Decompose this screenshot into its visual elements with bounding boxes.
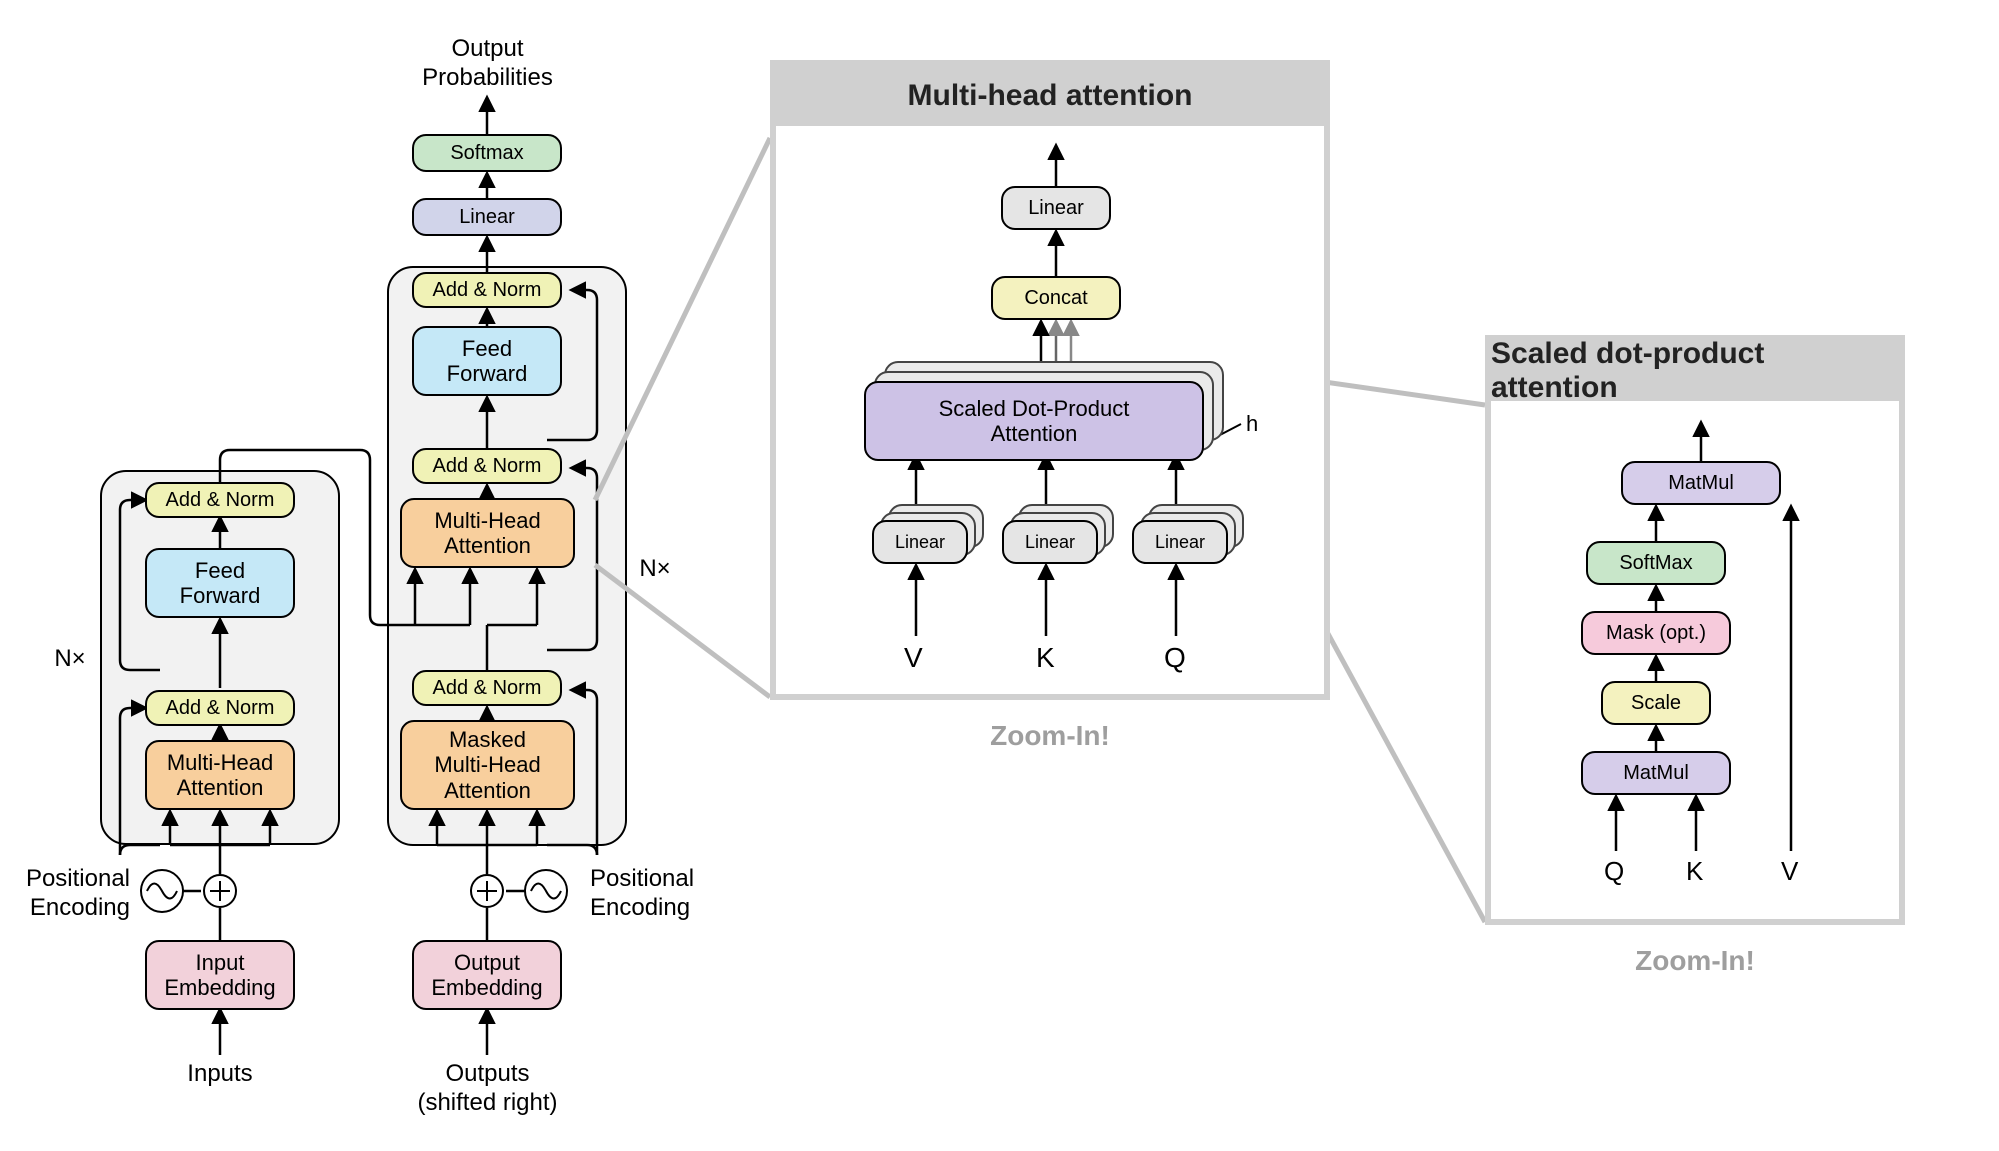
encoder-pos-enc-icon — [140, 869, 184, 913]
mha-label-v: V — [904, 641, 923, 675]
sdp-zoom-label: Zoom-In! — [1485, 945, 1905, 977]
sdp-label-q: Q — [1604, 856, 1624, 887]
mha-zoom-label: Zoom-In! — [770, 720, 1330, 752]
label-nx-decoder: N× — [630, 555, 680, 584]
sdp-matmul-top: MatMul — [1621, 461, 1781, 505]
encoder-mha: Multi-Head Attention — [145, 740, 295, 810]
encoder-addnorm-bottom: Add & Norm — [145, 690, 295, 726]
diagram-stage: Add & Norm Feed Forward Add & Norm Multi… — [0, 0, 1999, 1151]
input-embedding: Input Embedding — [145, 940, 295, 1010]
decoder-addnorm-1: Add & Norm — [412, 670, 562, 706]
top-softmax: Softmax — [412, 134, 562, 172]
encoder-feedforward: Feed Forward — [145, 548, 295, 618]
decoder-pos-add — [470, 874, 504, 908]
label-inputs: Inputs — [170, 1060, 270, 1089]
label-outputs: Outputs (shifted right) — [400, 1060, 575, 1118]
panel-sdp-title: Scaled dot-product attention — [1491, 341, 1899, 401]
sdp-matmul-bottom: MatMul — [1581, 751, 1731, 795]
encoder-pos-add — [203, 874, 237, 908]
output-embedding: Output Embedding — [412, 940, 562, 1010]
decoder-feedforward: Feed Forward — [412, 326, 562, 396]
top-linear: Linear — [412, 198, 562, 236]
sdp-label-v: V — [1781, 856, 1798, 887]
panel-sdp: Scaled dot-product attention MatMul Soft… — [1485, 335, 1905, 925]
mha-label-h: h — [1246, 411, 1258, 437]
label-nx-encoder: N× — [45, 645, 95, 674]
encoder-addnorm-top: Add & Norm — [145, 482, 295, 518]
sdp-scale: Scale — [1601, 681, 1711, 725]
mha-concat: Concat — [991, 276, 1121, 320]
decoder-pos-enc-icon — [524, 869, 568, 913]
label-posenc-right: Positional Encoding — [590, 865, 720, 923]
panel-mha-title: Multi-head attention — [776, 66, 1324, 126]
sdp-softmax: SoftMax — [1586, 541, 1726, 585]
mha-label-q: Q — [1164, 641, 1186, 675]
sdp-mask: Mask (opt.) — [1581, 611, 1731, 655]
decoder-addnorm-2: Add & Norm — [412, 448, 562, 484]
panel-mha: Multi-head attention — [770, 60, 1330, 700]
mha-linear-q: Linear — [1132, 520, 1228, 564]
decoder-masked-mha: Masked Multi-Head Attention — [400, 720, 575, 810]
decoder-cross-mha: Multi-Head Attention — [400, 498, 575, 568]
mha-label-k: K — [1036, 641, 1055, 675]
mha-sdp-block: Scaled Dot-Product Attention — [864, 381, 1204, 461]
sdp-label-k: K — [1686, 856, 1703, 887]
mha-linear-k: Linear — [1002, 520, 1098, 564]
decoder-addnorm-3: Add & Norm — [412, 272, 562, 308]
label-posenc-left: Positional Encoding — [5, 865, 130, 923]
mha-linear-out: Linear — [1001, 186, 1111, 230]
label-output-prob: Output Probabilities — [400, 35, 575, 93]
mha-linear-v: Linear — [872, 520, 968, 564]
